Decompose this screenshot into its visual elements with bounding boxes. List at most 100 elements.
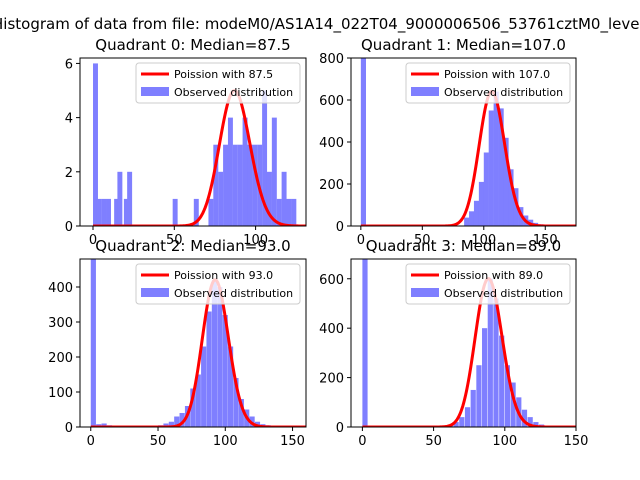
histogram-bar xyxy=(498,108,504,226)
histogram-bar xyxy=(521,409,528,427)
y-tick-label: 600 xyxy=(319,94,344,109)
legend: Poission with 89.0 Observed distribution xyxy=(405,263,571,305)
legend-label-poisson: Poission with 93.0 xyxy=(174,269,273,282)
x-tick-label: 50 xyxy=(150,434,167,449)
histogram-bar xyxy=(96,198,102,226)
x-tick-label: 50 xyxy=(425,434,442,449)
histogram-bar xyxy=(286,198,292,226)
histogram-bar xyxy=(211,280,218,427)
panel-title: Quadrant 0: Median=87.5 xyxy=(95,36,290,54)
histogram-bar xyxy=(223,144,229,226)
histogram-bar xyxy=(266,171,272,226)
y-tick-label: 600 xyxy=(319,273,344,288)
legend: Poission with 107.0 Observed distribution xyxy=(405,62,571,104)
histogram-bar xyxy=(533,422,539,427)
histogram-bar xyxy=(527,417,533,427)
legend-bar-swatch xyxy=(141,87,169,96)
histogram-bar xyxy=(508,169,514,226)
y-tick-label: 4 xyxy=(65,112,73,127)
x-tick-label: 100 xyxy=(471,233,496,248)
y-tick-label: 2 xyxy=(65,166,73,181)
y-tick-label: 0 xyxy=(336,421,344,436)
histogram-bar xyxy=(179,413,185,427)
histogram-bar xyxy=(172,198,178,226)
y-tick-label: 400 xyxy=(319,322,344,337)
plot-area xyxy=(93,63,306,226)
y-tick-label: 200 xyxy=(319,178,344,193)
x-tick-label: 100 xyxy=(492,434,517,449)
legend-box xyxy=(405,263,571,305)
y-tick-label: 400 xyxy=(48,281,73,296)
histogram-bar xyxy=(242,117,248,226)
histogram-bar xyxy=(237,144,243,226)
histogram-bar xyxy=(252,144,258,226)
histogram-bar xyxy=(218,171,224,226)
x-tick-label: 0 xyxy=(89,233,97,248)
x-tick-label: 150 xyxy=(280,434,305,449)
legend-label-observed: Observed distribution xyxy=(174,287,293,300)
histogram-bar xyxy=(195,374,201,427)
legend-label-poisson: Poission with 89.0 xyxy=(444,269,543,282)
histogram-bar xyxy=(201,346,207,427)
x-tick-label: 0 xyxy=(87,434,95,449)
x-tick-label: 100 xyxy=(213,434,238,449)
histogram-bar xyxy=(360,58,366,226)
x-tick-label: 0 xyxy=(357,233,365,248)
histogram-bar xyxy=(208,198,214,226)
y-tick-label: 400 xyxy=(319,136,344,151)
panel-title: Quadrant 3: Median=89.0 xyxy=(366,237,561,255)
legend-bar-swatch xyxy=(411,288,439,297)
y-tick-label: 800 xyxy=(319,52,344,67)
histogram-bar xyxy=(469,211,475,226)
histogram-bar xyxy=(168,421,174,427)
legend-label-poisson: Poission with 107.0 xyxy=(444,68,550,81)
histogram-bar xyxy=(499,335,505,427)
histogram-bar xyxy=(473,200,480,226)
histogram-bar xyxy=(127,171,133,226)
panel-title: Quadrant 2: Median=93.0 xyxy=(95,237,290,255)
panel-quadrant-2: 0 50 100 150 0 100 200 300 400 Quadrant 2: Median… xyxy=(48,237,307,449)
histogram-bar xyxy=(90,259,96,427)
legend-box xyxy=(405,62,571,104)
histogram-bar xyxy=(291,198,297,226)
histogram-bar xyxy=(482,328,488,427)
x-tick-label: 150 xyxy=(533,233,558,248)
legend-box xyxy=(135,263,301,305)
histogram-bar xyxy=(281,171,287,226)
panel-quadrant-1: 0 50 100 150 0 200 400 600 800 Quadrant 1: Median… xyxy=(319,36,577,248)
y-tick-label: 0 xyxy=(336,220,344,235)
histogram-bar xyxy=(213,144,219,226)
legend-bar-swatch xyxy=(141,288,169,297)
figure-suptitle: Histogram of data from file: modeM0/AS1A… xyxy=(0,15,640,34)
histogram-bar xyxy=(227,117,233,226)
histogram-bar xyxy=(262,90,268,226)
histogram-bar xyxy=(459,417,465,427)
panel-title: Quadrant 1: Median=107.0 xyxy=(361,36,566,54)
histogram-bar xyxy=(123,198,129,226)
histogram-bar xyxy=(206,311,212,427)
histogram-bar xyxy=(493,298,499,427)
poisson-curve xyxy=(360,89,576,226)
histogram-bar xyxy=(513,188,519,226)
poisson-curve xyxy=(93,88,306,226)
histogram-bar xyxy=(117,171,123,226)
legend-label-observed: Observed distribution xyxy=(444,287,563,300)
y-tick-label: 0 xyxy=(65,220,73,235)
histogram-bar xyxy=(247,144,253,226)
histogram-bar xyxy=(101,198,107,226)
histogram-bar xyxy=(464,217,470,226)
histogram-bar xyxy=(106,198,111,226)
histogram-bar xyxy=(190,388,196,427)
legend-label-poisson: Poission with 87.5 xyxy=(174,68,273,81)
x-tick-label: 0 xyxy=(358,434,366,449)
y-tick-label: 0 xyxy=(65,421,73,436)
histogram-bar xyxy=(238,399,244,427)
histogram-bar xyxy=(222,315,228,427)
legend-bar-swatch xyxy=(411,87,439,96)
histogram-bar xyxy=(478,181,485,226)
histogram-bar xyxy=(504,365,510,427)
histogram-bar xyxy=(217,287,223,427)
y-tick-label: 200 xyxy=(319,372,344,387)
legend-label-observed: Observed distribution xyxy=(174,86,293,99)
histogram-bar xyxy=(163,423,169,427)
